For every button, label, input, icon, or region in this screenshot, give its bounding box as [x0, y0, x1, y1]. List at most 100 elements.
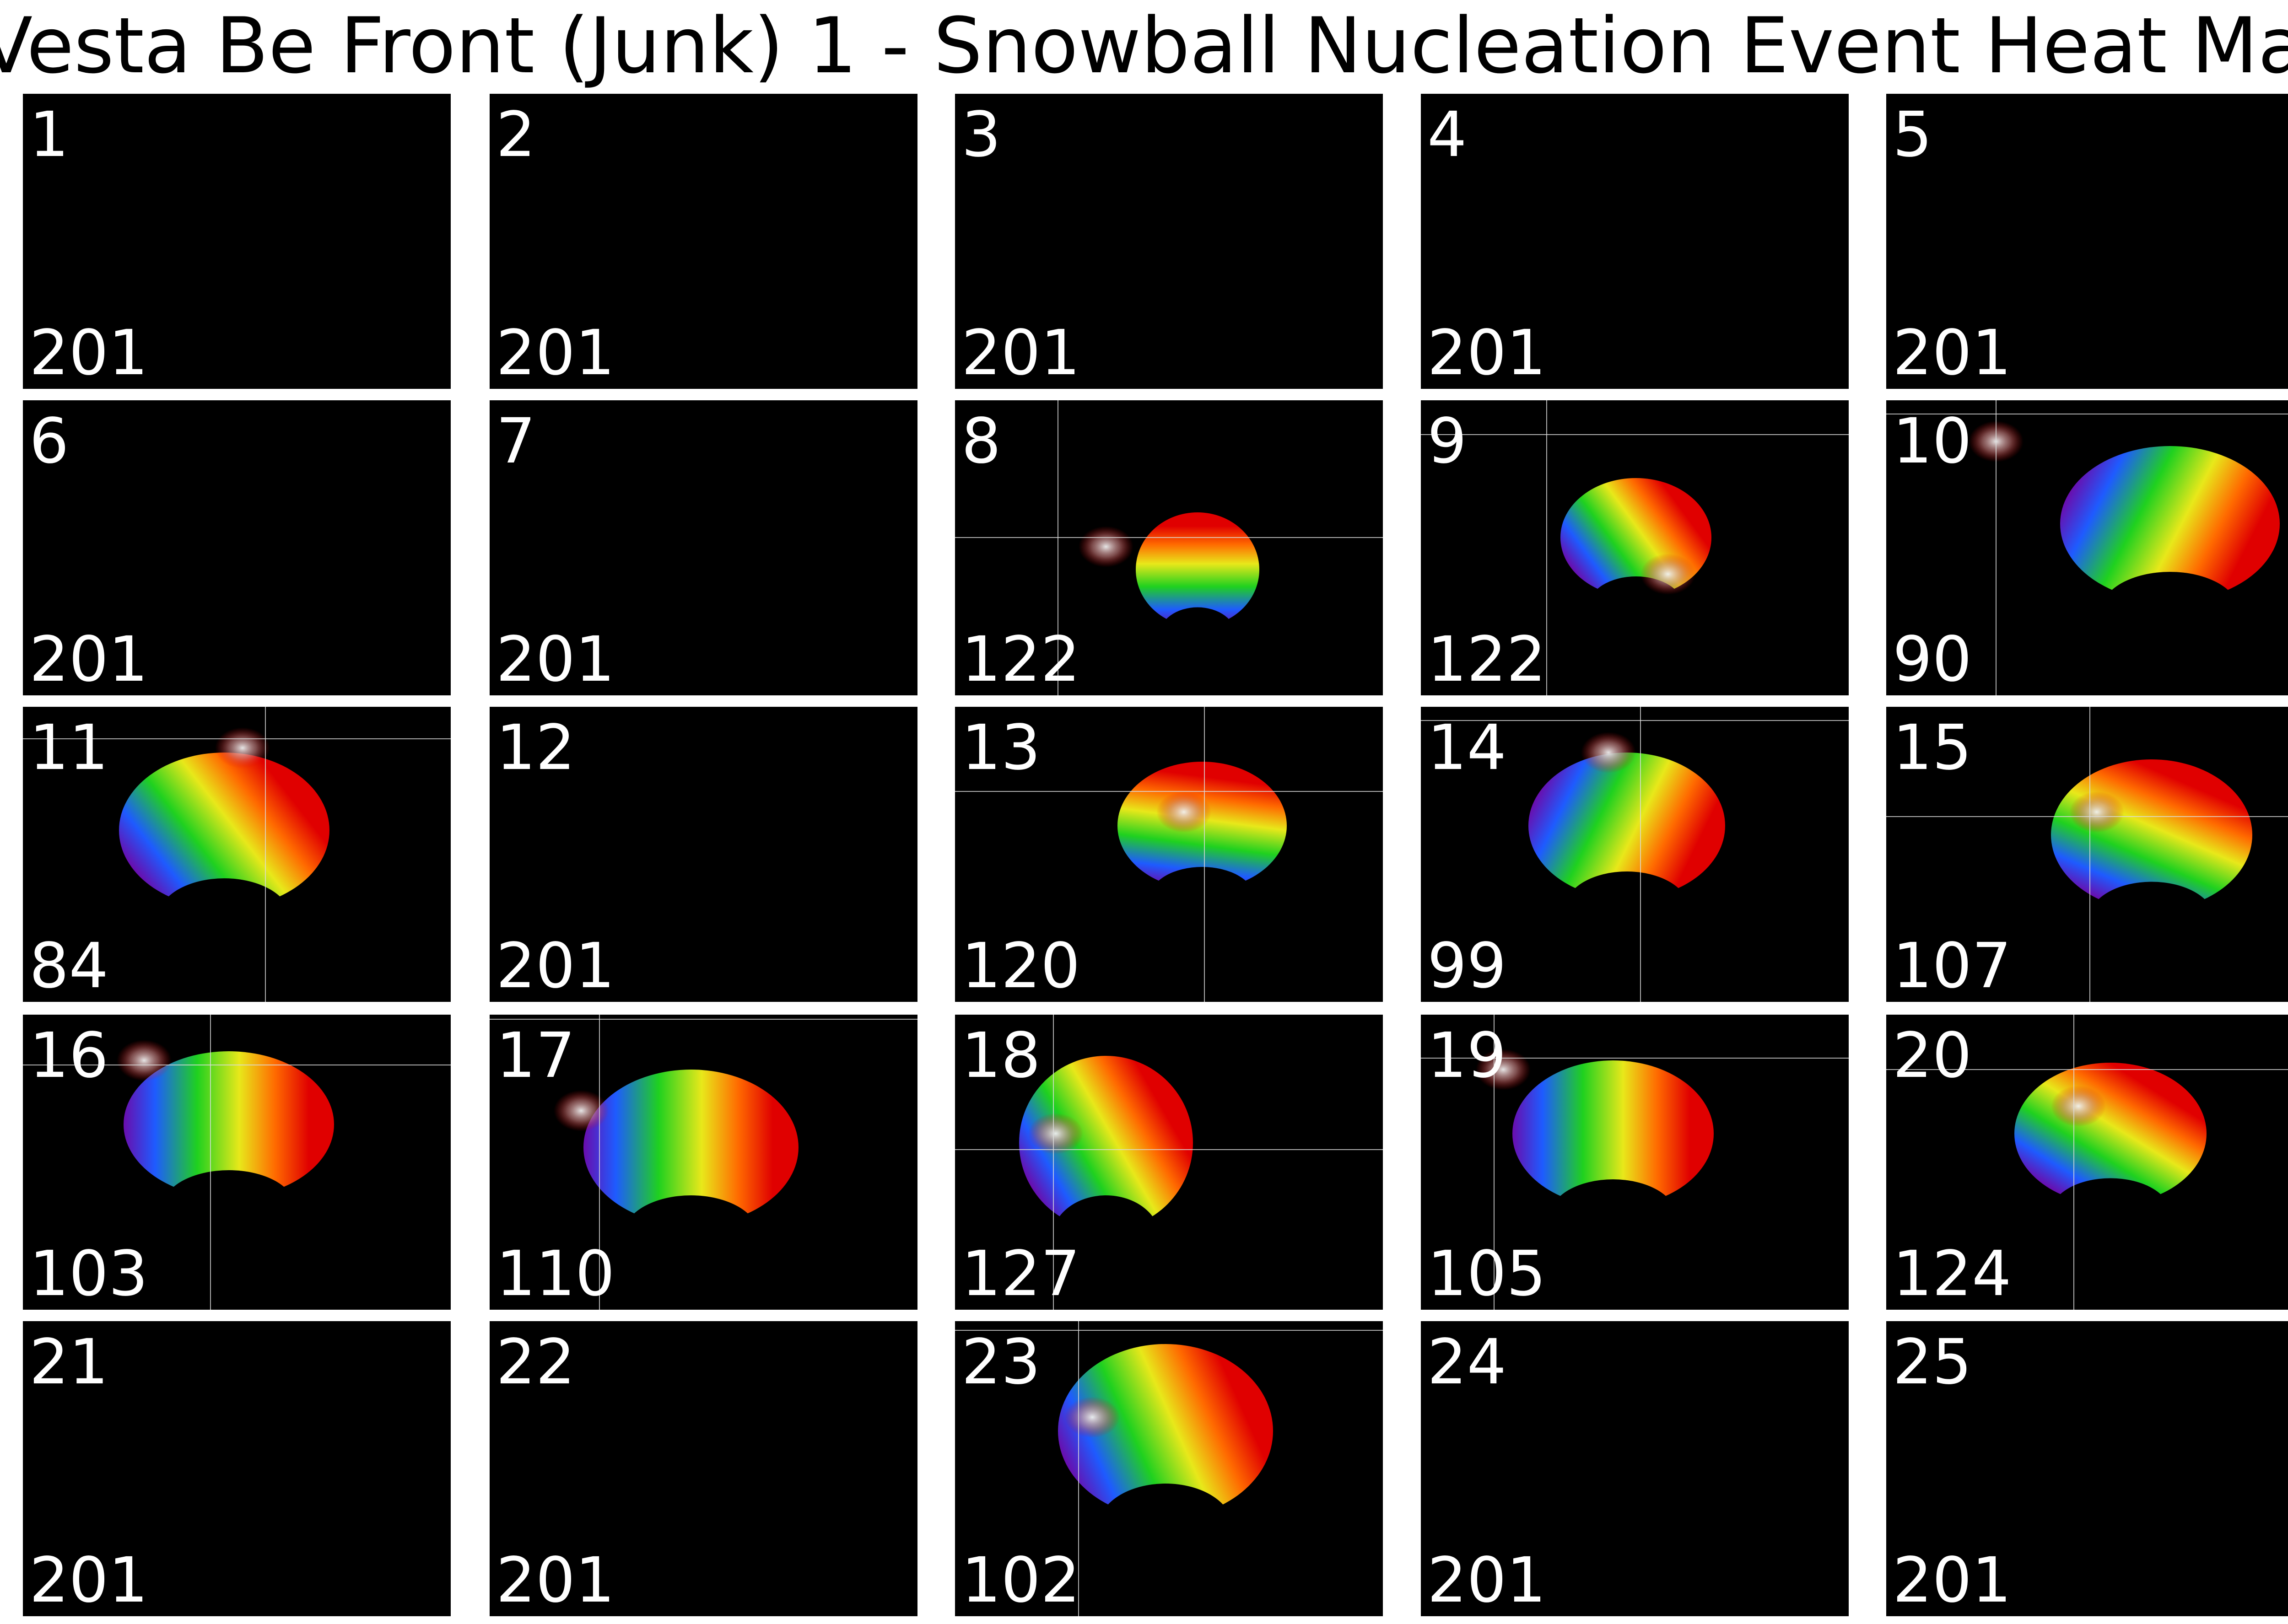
heatmap-panel-canvas	[1421, 707, 1849, 1002]
well-number-label: 7	[496, 405, 536, 478]
hot-spot	[554, 1090, 609, 1131]
heatmap-panel-3: 3 201	[955, 94, 1383, 389]
well-number-label: 6	[29, 405, 69, 478]
heatmap-panel-canvas	[1421, 1015, 1849, 1310]
hot-spot	[2069, 791, 2124, 833]
nucleation-value-label: 201	[496, 930, 615, 1002]
heat-blob-notch	[1565, 871, 1689, 945]
heatmap-panel-canvas	[955, 707, 1383, 1002]
heat-blob-notch	[163, 1170, 295, 1243]
well-number-label: 15	[1893, 712, 1972, 784]
well-number-label: 10	[1893, 405, 1972, 478]
hot-spot	[2051, 1086, 2106, 1127]
nucleation-value-label: 201	[29, 624, 148, 695]
well-number-label: 8	[961, 405, 1001, 478]
heat-blob-notch	[1550, 1179, 1676, 1253]
heat-blob	[124, 1051, 334, 1198]
heatmap-panel-5: 5 201	[1886, 94, 2288, 389]
heatmap-panel-17: 17 110	[490, 1015, 917, 1310]
nucleation-value-label: 107	[1893, 930, 2012, 1002]
heatmap-panel-18: 18 127	[955, 1015, 1383, 1310]
nucleation-value-label: 201	[1427, 317, 1546, 389]
heatmap-panel-canvas	[490, 1015, 917, 1310]
hot-spot	[1028, 1113, 1083, 1154]
heat-blob-notch	[2050, 1178, 2171, 1249]
heatmap-panel-canvas	[23, 707, 451, 1002]
well-number-label: 17	[496, 1020, 576, 1092]
heatmap-panel-canvas	[955, 400, 1383, 695]
nucleation-value-label: 201	[1893, 317, 2012, 389]
heat-blob-notch	[624, 1195, 758, 1273]
well-number-label: 11	[29, 712, 109, 784]
heat-blob-notch	[1149, 867, 1255, 931]
heat-blob-notch	[2101, 572, 2239, 650]
well-number-label: 19	[1427, 1020, 1507, 1092]
hot-spot	[1581, 732, 1636, 773]
heatmap-panel-canvas	[23, 1015, 451, 1310]
heatmap-panel-canvas	[1886, 1015, 2288, 1310]
heatmap-panel-16: 16 103	[23, 1015, 451, 1310]
well-number-label: 14	[1427, 712, 1507, 784]
heat-blob	[1528, 753, 1725, 899]
hot-spot	[1476, 1049, 1531, 1090]
heatmap-panel-canvas	[1421, 400, 1849, 695]
well-number-label: 3	[961, 99, 1001, 171]
heatmap-panel-19: 19 105	[1421, 1015, 1849, 1310]
heatmap-panel-6: 6 201	[23, 400, 451, 695]
nucleation-value-label: 84	[29, 930, 109, 1002]
well-number-label: 5	[1893, 99, 1932, 171]
well-number-label: 21	[29, 1326, 109, 1398]
nucleation-value-label: 201	[29, 1544, 148, 1616]
heatmap-panel-12: 12 201	[490, 707, 917, 1002]
well-number-label: 2	[496, 99, 536, 171]
well-number-label: 12	[496, 712, 576, 784]
nucleation-value-label: 105	[1427, 1238, 1546, 1310]
nucleation-value-label: 201	[496, 317, 615, 389]
nucleation-value-label: 99	[1427, 930, 1507, 1002]
chart-title: Vesta Be Front (Junk) 1 - Snowball Nucle…	[0, 1, 2288, 91]
nucleation-value-label: 201	[496, 624, 615, 695]
heat-blob	[583, 1070, 799, 1225]
heatmap-panel-canvas	[955, 1015, 1383, 1310]
well-number-label: 4	[1427, 99, 1467, 171]
heatmap-panel-25: 25 201	[1886, 1321, 2288, 1616]
heatmap-panel-4: 4 201	[1421, 94, 1849, 389]
nucleation-value-label: 201	[961, 317, 1080, 389]
well-number-label: 13	[961, 712, 1041, 784]
nucleation-value-label: 103	[29, 1238, 148, 1310]
heat-blob-notch	[1098, 1484, 1233, 1570]
heatmap-panel-canvas	[955, 1321, 1383, 1616]
heatmap-panel-20: 20 124	[1886, 1015, 2288, 1310]
nucleation-value-label: 90	[1893, 624, 1972, 695]
heatmap-panel-13: 13 120	[955, 707, 1383, 1002]
well-number-label: 22	[496, 1326, 576, 1398]
nucleation-value-label: 201	[1893, 1544, 2012, 1616]
well-number-label: 9	[1427, 405, 1467, 478]
heat-blob	[2060, 446, 2280, 602]
heat-blob	[1512, 1060, 1714, 1207]
nucleation-value-label: 201	[29, 317, 148, 389]
heatmap-panel-9: 9 122	[1421, 400, 1849, 695]
hot-spot	[1079, 526, 1133, 567]
hot-spot	[1065, 1397, 1120, 1438]
nucleation-value-label: 122	[1427, 624, 1546, 695]
heat-blob	[1058, 1344, 1273, 1518]
nucleation-value-label: 201	[1427, 1544, 1546, 1616]
heatmap-panel-21: 21 201	[23, 1321, 451, 1616]
well-number-label: 1	[29, 99, 69, 171]
well-number-label: 25	[1893, 1326, 1972, 1398]
heat-blob-notch	[1159, 607, 1236, 665]
nucleation-value-label: 201	[496, 1544, 615, 1616]
well-number-label: 16	[29, 1020, 109, 1092]
nucleation-value-label: 124	[1893, 1238, 2012, 1310]
heatmap-panel-22: 22 201	[490, 1321, 917, 1616]
heat-blob-notch	[2088, 882, 2215, 957]
heat-blob-notch	[1052, 1195, 1160, 1282]
heatmap-panel-canvas	[1886, 707, 2288, 1002]
nucleation-value-label: 127	[961, 1238, 1080, 1310]
heatmap-panel-15: 15 107	[1886, 707, 2288, 1002]
heatmap-panel-2: 2 201	[490, 94, 917, 389]
heatmap-panel-canvas	[1886, 400, 2288, 695]
heatmap-panel-23: 23 102	[955, 1321, 1383, 1616]
well-number-label: 20	[1893, 1020, 1972, 1092]
